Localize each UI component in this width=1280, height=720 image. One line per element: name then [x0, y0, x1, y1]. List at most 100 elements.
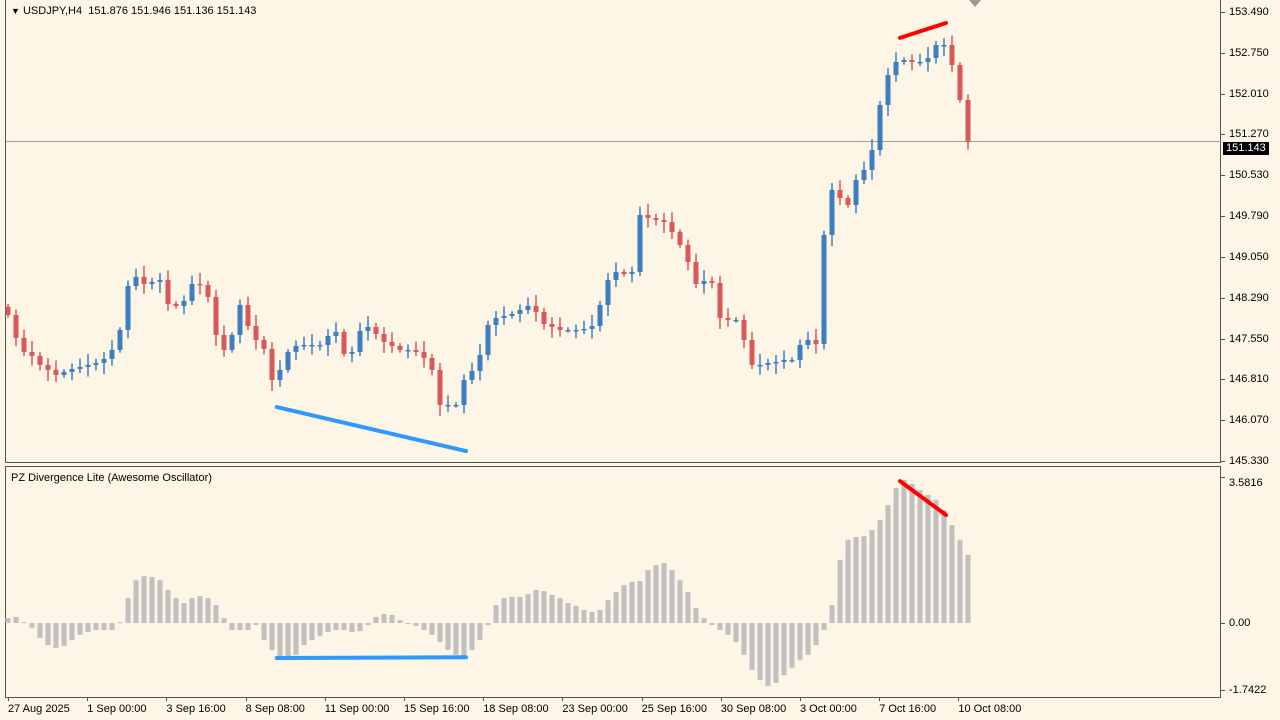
time-tick	[404, 697, 405, 701]
bull-candle	[821, 234, 827, 344]
bull-candle	[133, 276, 139, 286]
bear-candle	[749, 339, 755, 365]
bull-candle	[829, 189, 835, 235]
bear-candle	[653, 217, 659, 220]
bear-candle	[709, 280, 715, 283]
price-label: 151.270	[1229, 128, 1269, 141]
time-tick	[166, 697, 168, 701]
ao-bar	[285, 623, 291, 661]
ao-bar	[669, 570, 675, 623]
ao-bar	[589, 611, 595, 623]
ao-bar	[93, 623, 99, 630]
price-label: 153.490	[1229, 6, 1269, 18]
time-label: 27 Aug 2025	[8, 703, 70, 715]
ao-bar	[541, 591, 547, 623]
bull-candle	[485, 324, 491, 355]
time-tick	[87, 697, 89, 701]
bull-candle	[85, 364, 91, 367]
price-tick	[1221, 297, 1225, 299]
ao-bar	[141, 576, 147, 623]
price-tick	[1221, 461, 1225, 462]
bear-candle	[693, 261, 699, 284]
ao-label: -1.7422	[1229, 684, 1267, 696]
bear-candle	[29, 351, 35, 356]
bear-candle	[269, 348, 275, 380]
ao-bar	[229, 623, 235, 630]
ao-bar	[885, 505, 891, 623]
bull-candle	[69, 368, 75, 372]
bull-candle	[61, 371, 67, 375]
bull-candle	[629, 271, 635, 274]
bear-candle	[213, 296, 219, 335]
ao-bar	[117, 622, 123, 624]
oscillator-pane[interactable]	[5, 466, 1221, 698]
ao-bar	[501, 598, 507, 623]
bear-candle	[909, 59, 915, 62]
time-label: 8 Sep 08:00	[245, 703, 305, 715]
ao-bar	[941, 510, 947, 623]
price-chart-pane[interactable]	[5, 0, 1221, 463]
ao-bar	[269, 623, 275, 650]
bullish-divergence-ao-line	[274, 655, 468, 661]
ao-bar	[149, 576, 155, 623]
ao-bar	[613, 592, 619, 623]
bull-candle	[565, 329, 571, 332]
bear-candle	[549, 323, 555, 327]
time-tick	[562, 697, 564, 701]
bull-candle	[293, 345, 299, 352]
ao-bar	[61, 623, 67, 646]
bear-candle	[381, 333, 387, 342]
bull-candle	[117, 329, 123, 350]
ao-bar	[925, 494, 931, 623]
bull-candle	[189, 283, 195, 301]
ao-bar	[949, 525, 955, 623]
ao-bar	[685, 592, 691, 623]
ao-bar	[485, 623, 491, 626]
time-tick	[8, 697, 9, 701]
time-label: 3 Sep 16:00	[166, 703, 226, 715]
ao-bar	[325, 623, 331, 632]
triangle-down-icon[interactable]: ▼	[11, 6, 20, 16]
time-label: 1 Sep 00:00	[87, 703, 147, 715]
bear-candle	[373, 326, 379, 334]
bear-candle	[725, 317, 731, 320]
ao-bar	[181, 603, 187, 623]
price-tick	[1221, 52, 1225, 54]
ao-bar	[709, 623, 715, 626]
current-price-tag: 151.143	[1223, 142, 1269, 155]
bear-candle	[557, 326, 563, 330]
ao-bar	[261, 623, 267, 641]
ao-bar	[69, 623, 75, 641]
ao-bar	[741, 623, 747, 655]
ao-bar	[621, 585, 627, 623]
bear-candle	[661, 219, 667, 222]
ao-bar	[605, 600, 611, 623]
ao-bar	[213, 605, 219, 623]
ao-bar	[357, 623, 363, 632]
ao-bar	[349, 623, 355, 632]
ao-bar	[813, 623, 819, 646]
price-label: 152.750	[1229, 46, 1269, 59]
ao-bar	[437, 623, 443, 643]
bear-candle	[5, 306, 11, 315]
price-tick	[1221, 93, 1225, 95]
bull-candle	[325, 335, 331, 345]
time-tick	[324, 697, 326, 701]
bull-candle	[501, 315, 507, 318]
bull-candle	[493, 317, 499, 325]
ao-bar	[421, 623, 427, 630]
price-tick	[1221, 338, 1225, 340]
ao-bar	[901, 479, 907, 623]
time-label: 15 Sep 16:00	[404, 703, 470, 715]
bull-candle	[349, 351, 355, 354]
bear-candle	[397, 345, 403, 350]
bull-candle	[109, 349, 115, 359]
ao-bar	[21, 622, 27, 624]
bull-candle	[917, 61, 923, 64]
price-tick	[1221, 12, 1225, 13]
bear-candle	[141, 276, 147, 284]
bull-candle	[517, 309, 523, 314]
bull-candle	[597, 304, 603, 326]
ao-bar	[85, 623, 91, 632]
